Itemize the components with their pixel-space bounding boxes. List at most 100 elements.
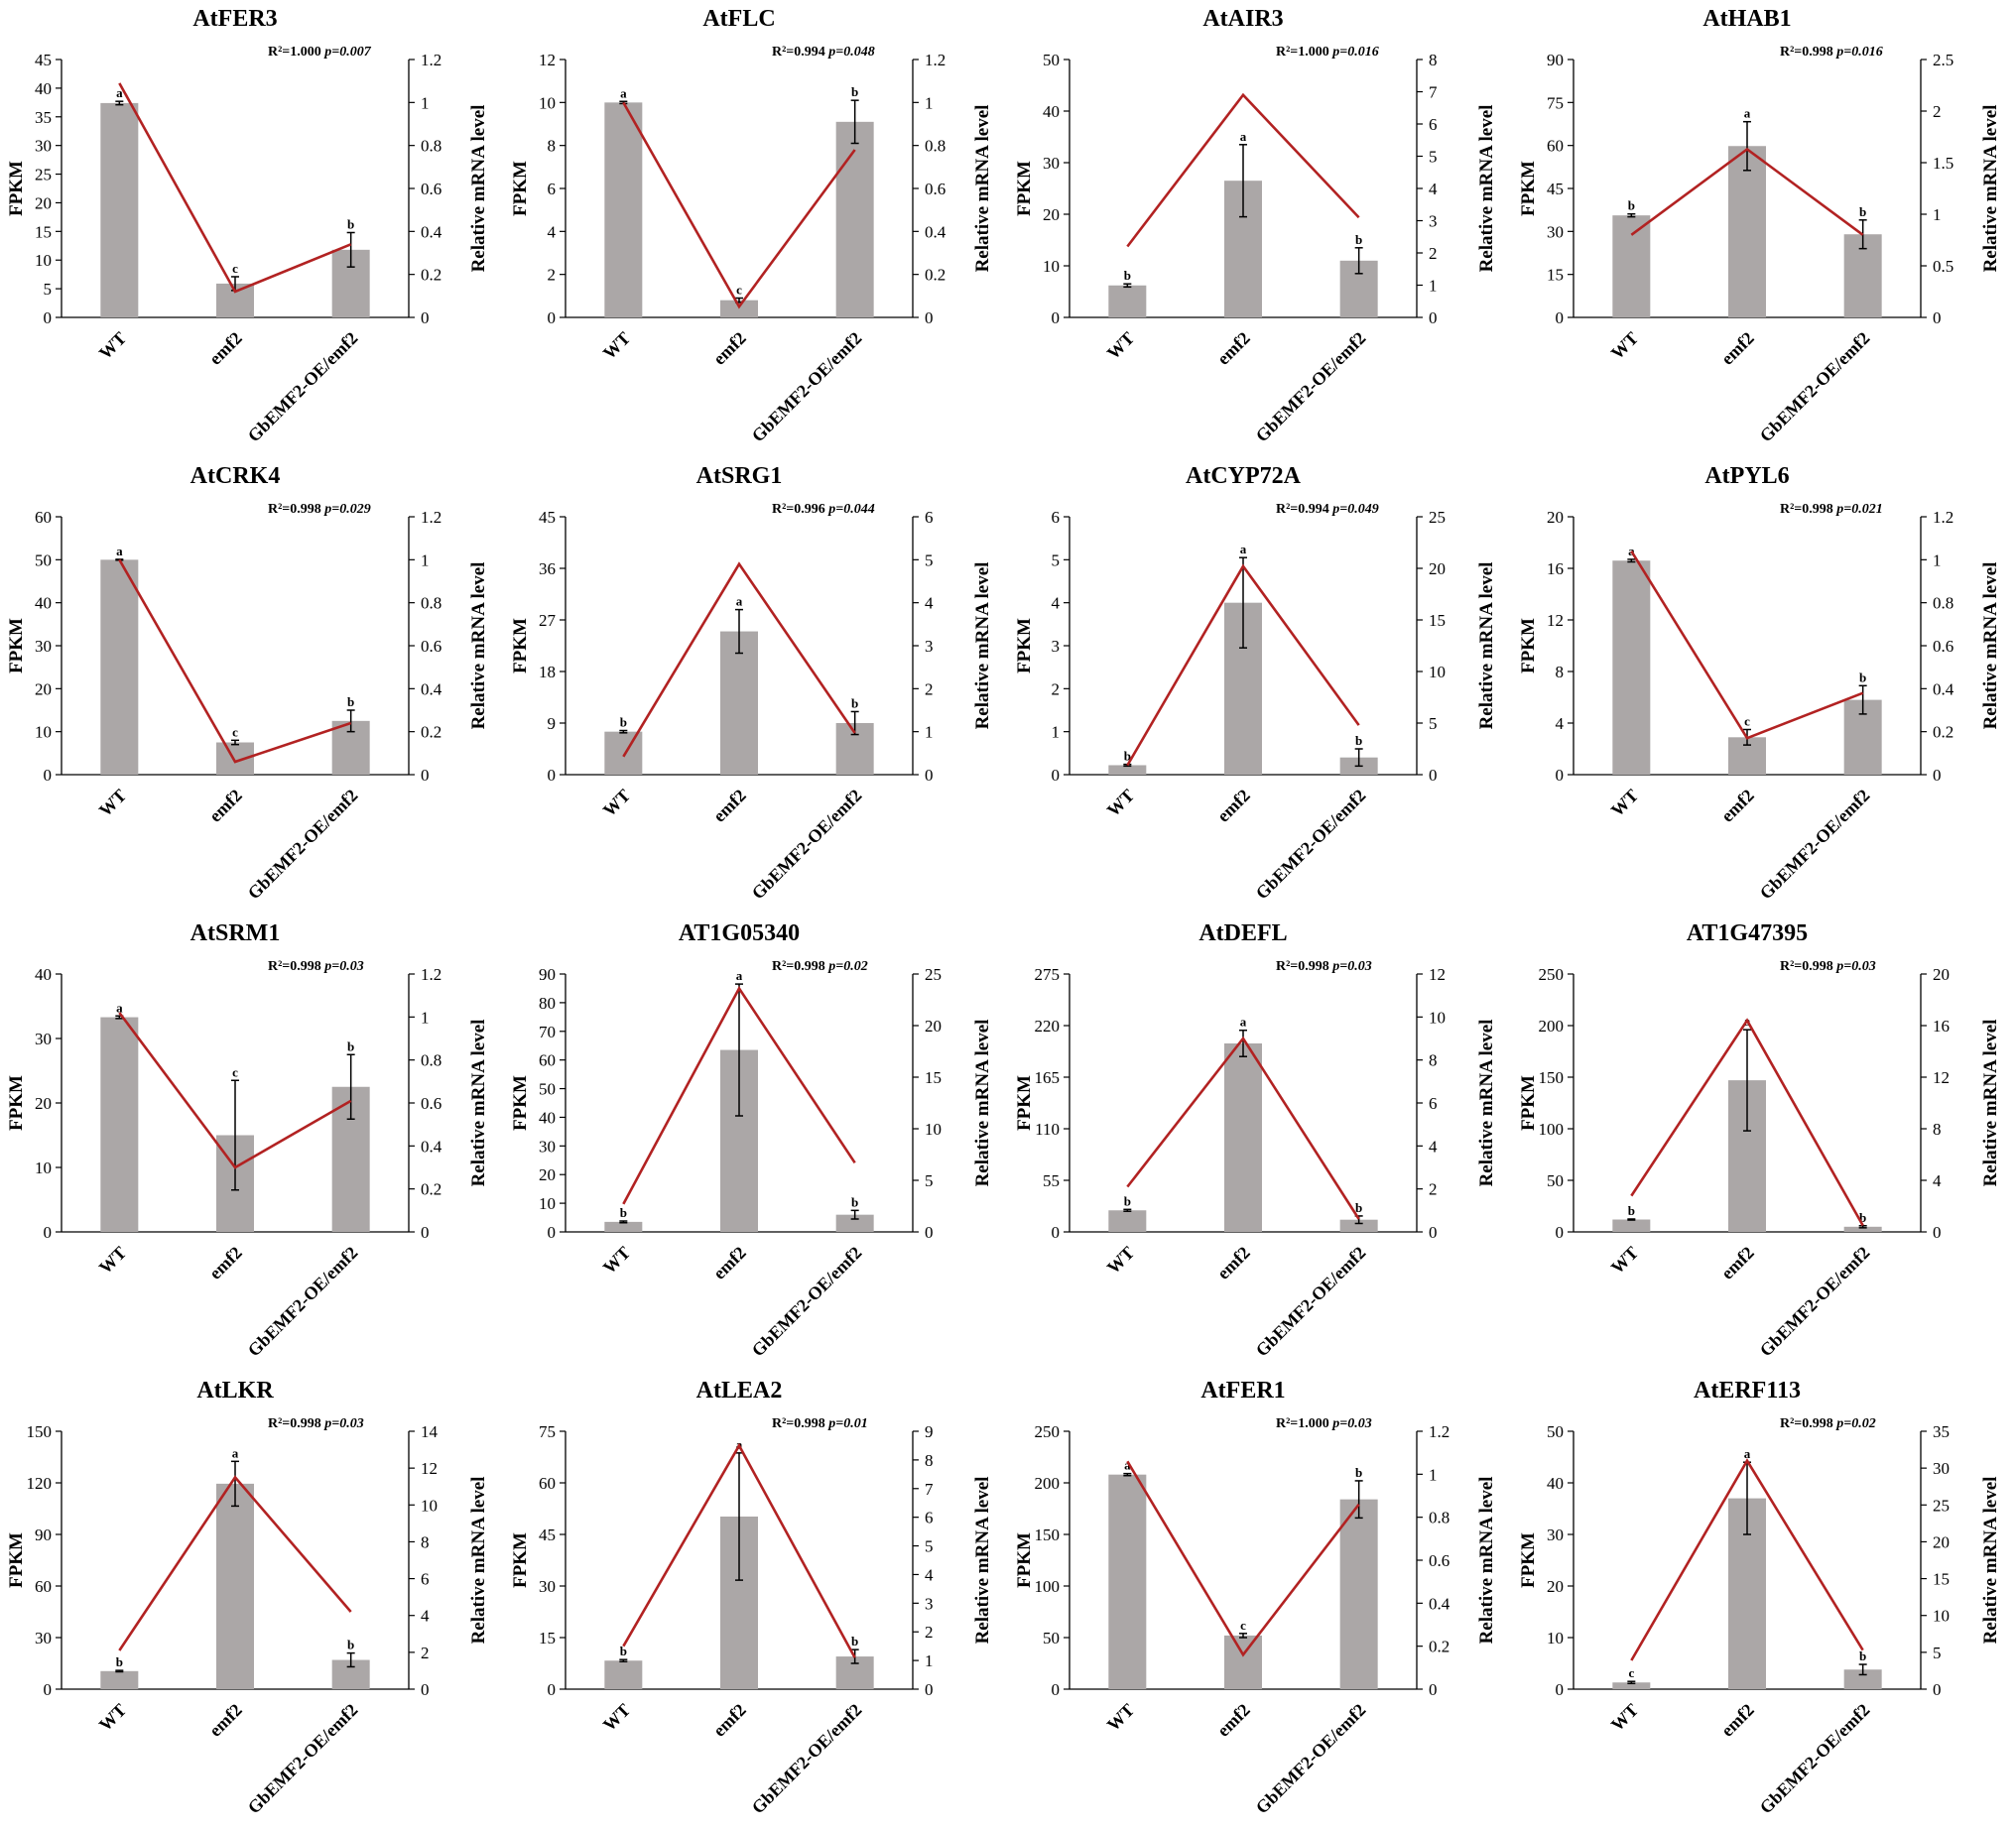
x-category-label: WT (1103, 1243, 1138, 1278)
x-category-label: emf2 (205, 786, 246, 826)
bar (835, 121, 874, 317)
bar (1843, 1226, 1882, 1232)
chart-title: AtCYP72A (1186, 463, 1302, 489)
y-tick-label: 60 (35, 1577, 52, 1596)
x-category-label: GbEMF2-OE/emf2 (748, 786, 866, 904)
y-tick-label: 30 (35, 137, 52, 156)
significance-letter: b (1859, 204, 1866, 219)
bar (100, 102, 139, 318)
significance-letter: b (1355, 1200, 1362, 1215)
y-axis-label: FPKM (1014, 1532, 1035, 1588)
y2-tick-label: 20 (1933, 965, 1950, 984)
y-tick-label: 150 (1035, 1526, 1061, 1544)
x-category-label: WT (95, 1700, 130, 1735)
y2-tick-label: 1 (1933, 550, 1942, 569)
y2-axis-label: Relative mRNA level (1980, 105, 2001, 273)
y2-tick-label: 7 (925, 1480, 934, 1499)
y-tick-label: 0 (548, 1680, 557, 1699)
y2-tick-label: 6 (925, 1509, 934, 1527)
y2-tick-label: 8 (925, 1451, 934, 1470)
y2-tick-label: 1.2 (1933, 508, 1953, 527)
y-tick-label: 6 (548, 180, 557, 198)
y2-tick-label: 1 (925, 1651, 934, 1670)
y2-tick-label: 0.2 (1933, 723, 1953, 742)
significance-letter: b (620, 1205, 627, 1220)
mrna-line (1126, 1036, 1360, 1220)
y-tick-label: 20 (35, 1094, 52, 1113)
y-tick-label: 4 (1556, 714, 1565, 733)
x-category-label: GbEMF2-OE/emf2 (244, 328, 362, 446)
x-category-label: GbEMF2-OE/emf2 (1252, 1243, 1370, 1361)
y2-tick-label: 0.8 (421, 137, 441, 156)
y-axis-label: FPKM (6, 1075, 27, 1131)
y-tick-label: 30 (1547, 222, 1564, 241)
y-tick-label: 45 (1547, 180, 1564, 198)
y-tick-label: 9 (548, 714, 557, 733)
y-tick-label: 36 (539, 559, 556, 578)
y2-tick-label: 20 (925, 1017, 942, 1036)
chart-title: AtPYL6 (1704, 463, 1789, 489)
significance-letter: c (232, 724, 238, 739)
x-category-label: emf2 (1213, 786, 1254, 826)
y-tick-label: 30 (1043, 154, 1060, 173)
y-tick-label: 10 (35, 251, 52, 270)
chart-panel-atsrm1: AtSRM1 0 10 20 30 40 0 0.2 0.4 0.6 0.8 1 1.2 FPKM Rela… (0, 915, 504, 1372)
r-squared: R²=1.000 (268, 45, 324, 60)
y2-tick-label: 4 (925, 594, 934, 613)
x-category-label: emf2 (709, 1700, 750, 1741)
y2-axis-label: Relative mRNA level (1980, 1020, 2001, 1187)
stat-annotation: R²=0.996 p=0.044 (772, 502, 875, 517)
chart-panel-atcyp72a: AtCYP72A 0 1 2 3 4 5 6 0 5 10 15 20 25 FPKM Relative mR… (1008, 457, 1512, 915)
y2-tick-label: 0 (1933, 1680, 1942, 1699)
y2-tick-label: 10 (421, 1496, 438, 1515)
mrna-line (118, 1012, 352, 1169)
y2-tick-label: 1.5 (1933, 154, 1953, 173)
chart-svg: AT1G05340 0 10 20 30 40 50 60 70 80 90 0 5 10 15 20 25 FP… (510, 920, 993, 1360)
x-category-label: emf2 (1717, 1700, 1758, 1741)
y2-tick-label: 1.2 (1429, 1422, 1449, 1441)
bar (1224, 1042, 1262, 1232)
chart-panel-atlkr: AtLKR 0 30 60 90 120 150 0 2 4 6 8 10 12 14 FPKM Relativ… (0, 1372, 504, 1829)
chart-svg: AtFER3 0 5 10 15 20 25 30 35 40 45 0 0.2 0.4 0.6 0.8 1 1.… (6, 6, 489, 446)
y-tick-label: 10 (1043, 257, 1060, 276)
y-tick-label: 12 (1547, 611, 1564, 630)
y2-tick-label: 0.4 (1933, 679, 1954, 698)
stat-annotation: R²=0.998 p=0.03 (268, 959, 364, 974)
significance-letter: b (851, 1634, 858, 1648)
y2-axis-label: Relative mRNA level (468, 105, 489, 273)
y2-tick-label: 0.6 (1429, 1551, 1449, 1570)
r-squared: R²=0.998 (1780, 45, 1836, 60)
x-category-label: GbEMF2-OE/emf2 (748, 1700, 866, 1818)
significance-letter: a (1240, 1015, 1247, 1030)
x-category-label: GbEMF2-OE/emf2 (1756, 786, 1874, 904)
r-squared: R²=0.998 (1780, 502, 1836, 517)
y-tick-label: 120 (27, 1474, 53, 1493)
r-squared: R²=0.998 (1276, 959, 1332, 974)
y-tick-label: 20 (1547, 1577, 1564, 1596)
y-tick-label: 220 (1035, 1017, 1061, 1036)
mrna-line (1630, 1018, 1864, 1227)
y-tick-label: 50 (1043, 51, 1060, 69)
y-tick-label: 40 (1043, 102, 1060, 121)
chart-title: AtFER1 (1200, 1378, 1285, 1404)
p-value: p=0.048 (827, 45, 874, 60)
p-value: p=0.03 (1331, 959, 1371, 974)
chart-panel-atcrk4: AtCRK4 0 10 20 30 40 50 60 0 0.2 0.4 0.6 0.8 1 1.2 FPKM… (0, 457, 504, 915)
y-tick-label: 0 (1556, 766, 1565, 785)
y2-tick-label: 0 (1933, 1223, 1942, 1242)
mrna-line (622, 101, 856, 309)
y-tick-label: 50 (35, 550, 52, 569)
chart-panel-at1g05340: AT1G05340 0 10 20 30 40 50 60 70 80 90 0 5 10 15 20 25 FP… (504, 915, 1008, 1372)
mrna-line (622, 986, 856, 1205)
x-category-label: emf2 (709, 1243, 750, 1283)
y2-tick-label: 0.8 (421, 594, 441, 613)
bar (1339, 1499, 1378, 1689)
y2-tick-label: 2 (1933, 102, 1942, 121)
p-value: p=0.03 (1835, 959, 1875, 974)
y-tick-label: 0 (44, 766, 53, 785)
bar (604, 1221, 643, 1232)
y2-tick-label: 8 (1429, 1051, 1438, 1070)
significance-letter: a (1240, 542, 1247, 556)
bar (604, 731, 643, 775)
